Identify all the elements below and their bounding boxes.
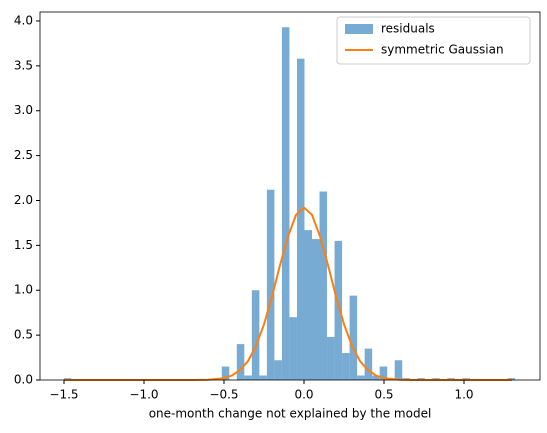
x-tick-label: 0.0 [294, 388, 313, 402]
bar [304, 230, 312, 380]
bar [319, 191, 328, 380]
legend-label: residuals [381, 22, 435, 36]
bar [259, 375, 267, 380]
bar [244, 375, 252, 380]
bar [327, 336, 335, 380]
y-tick-label: 2.5 [14, 148, 33, 162]
x-axis-label: one-month change not explained by the mo… [149, 407, 432, 421]
bar [372, 375, 380, 380]
gaussian-line [64, 206, 512, 381]
x-tick-label: 1.0 [454, 388, 473, 402]
plot-frame [39, 11, 541, 381]
bar [281, 27, 290, 380]
legend-box [336, 16, 531, 65]
bar [274, 360, 282, 380]
bar [357, 375, 365, 380]
x-tick-label: −1.5 [49, 388, 78, 402]
x-tick-label: −0.5 [209, 388, 238, 402]
y-tick-label: 2.0 [14, 193, 33, 207]
y-tick-label: 1.0 [14, 283, 33, 297]
bar [312, 239, 320, 380]
bar [364, 348, 373, 380]
legend-label: symmetric Gaussian [381, 43, 504, 57]
bar [236, 344, 245, 380]
y-tick-label: 1.5 [14, 238, 33, 252]
bar [349, 295, 358, 380]
bar [296, 58, 305, 381]
bar [379, 366, 388, 380]
bar [266, 189, 275, 380]
bar [342, 353, 350, 380]
bar [221, 366, 230, 380]
legend-swatch [345, 24, 373, 34]
y-tick-label: 3.5 [14, 58, 33, 72]
bar [394, 360, 403, 380]
y-tick-label: 4.0 [14, 13, 33, 27]
bar [334, 240, 343, 380]
bar [289, 317, 297, 380]
x-tick-label: −1.0 [129, 388, 158, 402]
bar [251, 290, 260, 380]
y-tick-label: 0.0 [14, 373, 33, 387]
x-tick-label: 0.5 [374, 388, 393, 402]
y-tick-label: 3.0 [14, 103, 33, 117]
y-tick-label: 0.5 [14, 328, 33, 342]
